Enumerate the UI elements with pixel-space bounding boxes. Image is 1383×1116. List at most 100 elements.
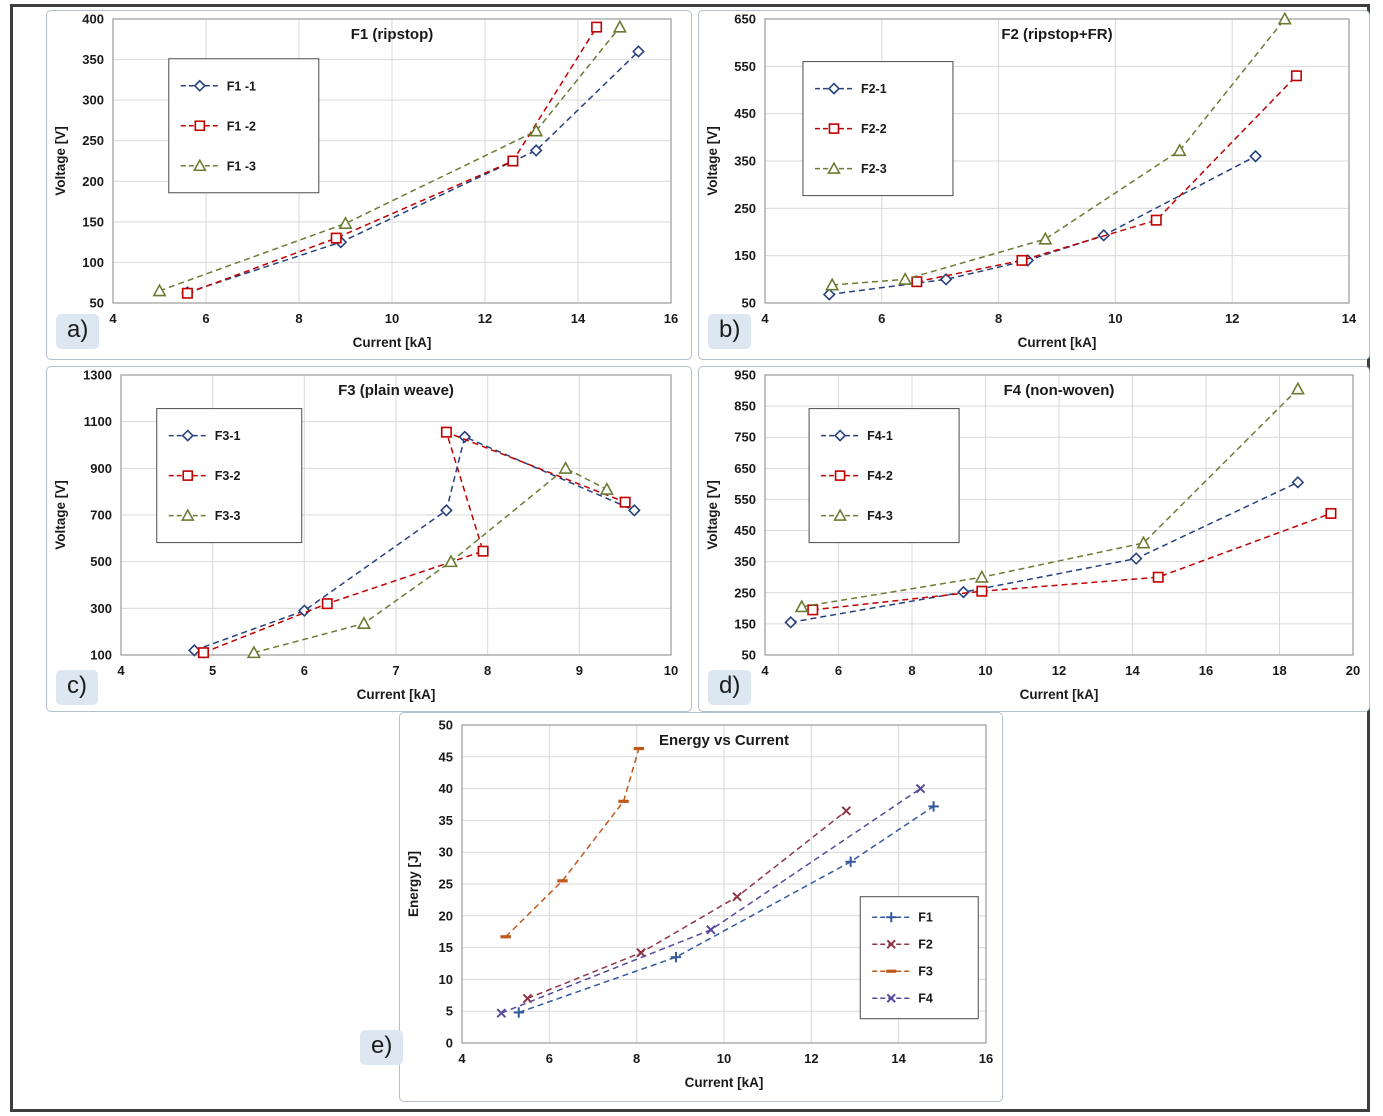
svg-text:Voltage [V]: Voltage [V] [705,480,720,550]
svg-text:4: 4 [458,1051,466,1066]
svg-text:650: 650 [734,12,756,27]
svg-text:12: 12 [1225,311,1239,326]
svg-text:250: 250 [734,201,756,216]
svg-text:450: 450 [734,523,756,538]
svg-text:14: 14 [1342,311,1357,326]
svg-text:F1 (ripstop): F1 (ripstop) [351,26,434,43]
svg-text:10: 10 [717,1051,731,1066]
svg-text:0: 0 [446,1036,453,1051]
svg-text:100: 100 [90,648,112,663]
svg-text:250: 250 [82,133,104,148]
svg-text:40: 40 [439,781,453,796]
svg-text:450: 450 [734,106,756,121]
svg-text:8: 8 [995,311,1002,326]
svg-text:300: 300 [82,93,104,108]
svg-text:50: 50 [742,648,756,663]
panel-b: 4 6 8 10 12 14 50 150 250 350 450 550 650 Current [kA… [698,10,1370,360]
svg-text:16: 16 [664,311,678,326]
svg-text:5: 5 [209,663,216,678]
svg-text:14: 14 [891,1051,906,1066]
svg-text:9: 9 [576,663,583,678]
svg-text:4: 4 [761,311,769,326]
svg-text:150: 150 [734,616,756,631]
svg-text:150: 150 [734,248,756,263]
svg-text:1300: 1300 [83,368,112,383]
svg-text:Energy vs Current: Energy vs Current [659,732,789,749]
svg-text:F1: F1 [918,911,933,925]
svg-text:550: 550 [734,492,756,507]
svg-text:20: 20 [1346,663,1360,678]
svg-text:F2: F2 [918,938,933,952]
svg-text:25: 25 [439,877,453,892]
svg-text:750: 750 [734,430,756,445]
chart-f2-ripstop-fr: 4 6 8 10 12 14 50 150 250 350 450 550 650 Current [kA… [705,12,1357,351]
svg-text:F2-2: F2-2 [861,122,887,136]
svg-text:700: 700 [90,508,112,523]
svg-text:950: 950 [734,368,756,383]
svg-text:150: 150 [82,214,104,229]
svg-text:14: 14 [571,311,586,326]
svg-text:8: 8 [484,663,491,678]
svg-text:900: 900 [90,461,112,476]
svg-text:10: 10 [978,663,992,678]
svg-text:F4-3: F4-3 [867,509,893,523]
svg-text:6: 6 [202,311,209,326]
svg-text:F4: F4 [918,992,933,1006]
svg-text:4: 4 [761,663,769,678]
svg-text:12: 12 [804,1051,818,1066]
svg-text:550: 550 [734,59,756,74]
panel-a: 4 6 8 10 12 14 16 50 100 150 200 250 300 350 400 Curren… [46,10,692,360]
svg-text:350: 350 [734,154,756,169]
chart-f3-plain-weave: 4 5 6 7 8 9 10 100 300 500 700 900 1100 1300 Current [… [53,368,678,703]
svg-text:F3-3: F3-3 [215,509,241,523]
svg-text:12: 12 [478,311,492,326]
panel-c: 4 5 6 7 8 9 10 100 300 500 700 900 1100 1300 Current [… [46,366,692,712]
svg-text:8: 8 [908,663,915,678]
svg-text:1100: 1100 [84,414,112,429]
svg-text:8: 8 [295,311,302,326]
svg-text:50: 50 [439,718,453,733]
svg-text:20: 20 [439,908,453,923]
svg-text:6: 6 [546,1051,553,1066]
svg-text:35: 35 [439,813,453,828]
svg-text:200: 200 [82,174,104,189]
svg-text:Energy [J]: Energy [J] [406,851,421,917]
svg-text:500: 500 [90,554,112,569]
svg-text:10: 10 [385,311,399,326]
svg-text:850: 850 [734,399,756,414]
chart-energy-vs-current: 4 6 8 10 12 14 16 0 5 10 15 20 25 30 35 40 45 50 Current [… [406,718,993,1091]
svg-text:250: 250 [734,585,756,600]
svg-text:F4-1: F4-1 [867,429,893,443]
svg-text:F1 -2: F1 -2 [227,119,256,133]
svg-text:5: 5 [446,1004,453,1019]
panel-label-c: c) [56,670,98,705]
svg-text:F1 -1: F1 -1 [227,79,256,93]
svg-text:8: 8 [633,1051,640,1066]
svg-text:Voltage [V]: Voltage [V] [53,126,68,196]
panel-label-d: d) [708,670,752,705]
svg-text:400: 400 [82,12,104,27]
svg-text:F2-1: F2-1 [861,82,887,96]
svg-text:F3-2: F3-2 [215,469,241,483]
svg-text:50: 50 [90,296,104,311]
svg-text:6: 6 [835,663,842,678]
svg-text:12: 12 [1052,663,1066,678]
svg-text:10: 10 [1108,311,1122,326]
svg-text:F3 (plain weave): F3 (plain weave) [338,382,454,399]
svg-text:F2-3: F2-3 [861,162,887,176]
svg-text:10: 10 [664,663,678,678]
panel-label-b: b) [708,314,752,349]
svg-text:18: 18 [1272,663,1286,678]
chart-f4-non-woven: 4 6 8 10 12 14 16 18 20 50 150 250 350 450 550 650 750 85… [705,368,1360,703]
chart-f1-ripstop: 4 6 8 10 12 14 16 50 100 150 200 250 300 350 400 Curren… [53,12,678,351]
svg-text:50: 50 [742,296,756,311]
svg-text:45: 45 [439,749,453,764]
svg-text:350: 350 [82,52,104,67]
panel-label-e: e) [360,1030,404,1065]
svg-text:4: 4 [109,311,117,326]
svg-text:F2 (ripstop+FR): F2 (ripstop+FR) [1001,26,1112,43]
svg-text:F4-2: F4-2 [867,469,893,483]
svg-text:Current [kA]: Current [kA] [357,687,436,702]
svg-text:F1 -3: F1 -3 [227,159,256,173]
